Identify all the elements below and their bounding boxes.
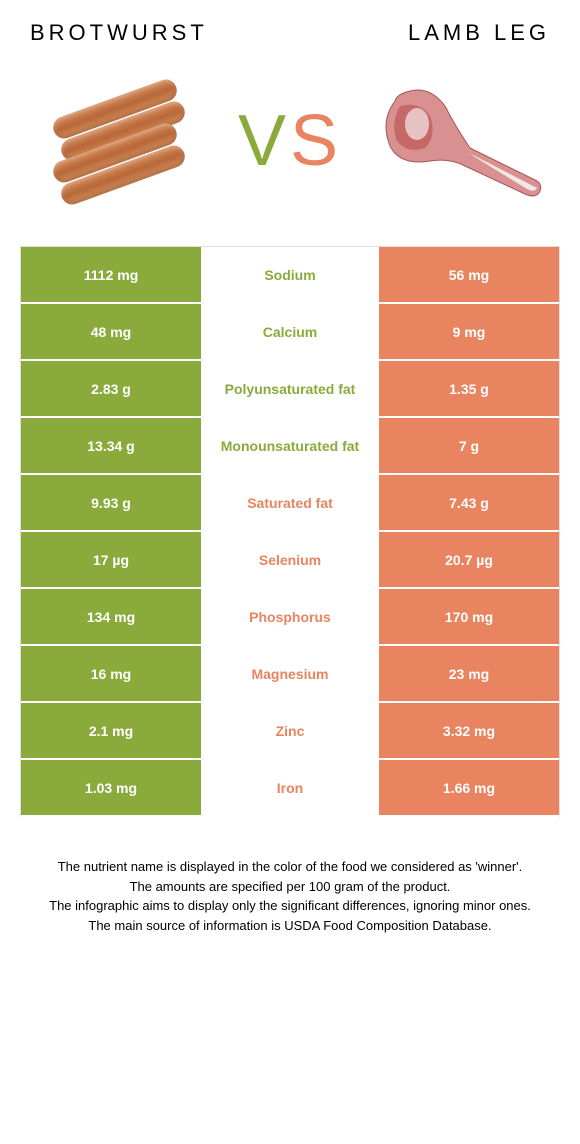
value-right: 20.7 µg — [379, 532, 559, 587]
footer-line-4: The main source of information is USDA F… — [30, 916, 550, 936]
footer-notes: The nutrient name is displayed in the co… — [30, 857, 550, 935]
table-row: 2.83 gPolyunsaturated fat1.35 g — [21, 361, 559, 418]
table-row: 2.1 mgZinc3.32 mg — [21, 703, 559, 760]
title-left: BROTWURST — [30, 20, 208, 46]
value-right: 7 g — [379, 418, 559, 473]
value-left: 134 mg — [21, 589, 201, 644]
nutrient-label: Magnesium — [201, 646, 379, 701]
table-row: 13.34 gMonounsaturated fat7 g — [21, 418, 559, 475]
nutrient-label: Phosphorus — [201, 589, 379, 644]
value-right: 170 mg — [379, 589, 559, 644]
vs-label: VS — [238, 100, 342, 182]
table-row: 48 mgCalcium9 mg — [21, 304, 559, 361]
footer-line-1: The nutrient name is displayed in the co… — [30, 857, 550, 877]
value-left: 48 mg — [21, 304, 201, 359]
value-left: 17 µg — [21, 532, 201, 587]
value-left: 1.03 mg — [21, 760, 201, 815]
nutrient-label: Selenium — [201, 532, 379, 587]
value-left: 9.93 g — [21, 475, 201, 530]
value-right: 1.35 g — [379, 361, 559, 416]
value-right: 23 mg — [379, 646, 559, 701]
value-right: 56 mg — [379, 247, 559, 302]
vs-s: S — [290, 101, 342, 181]
nutrient-table: 1112 mgSodium56 mg48 mgCalcium9 mg2.83 g… — [20, 246, 560, 817]
nutrient-label: Calcium — [201, 304, 379, 359]
nutrient-label: Polyunsaturated fat — [201, 361, 379, 416]
value-left: 16 mg — [21, 646, 201, 701]
nutrient-label: Saturated fat — [201, 475, 379, 530]
table-row: 1112 mgSodium56 mg — [21, 247, 559, 304]
nutrient-label: Zinc — [201, 703, 379, 758]
table-row: 9.93 gSaturated fat7.43 g — [21, 475, 559, 532]
table-row: 1.03 mgIron1.66 mg — [21, 760, 559, 817]
value-right: 9 mg — [379, 304, 559, 359]
value-left: 2.83 g — [21, 361, 201, 416]
value-left: 1112 mg — [21, 247, 201, 302]
value-right: 3.32 mg — [379, 703, 559, 758]
nutrient-label: Sodium — [201, 247, 379, 302]
value-left: 13.34 g — [21, 418, 201, 473]
brotwurst-image — [30, 71, 210, 211]
footer-line-2: The amounts are specified per 100 gram o… — [30, 877, 550, 897]
vs-v: V — [238, 101, 290, 181]
value-right: 7.43 g — [379, 475, 559, 530]
infographic-container: BROTWURST LAMB LEG VS 1112 mgSodium56 mg… — [0, 0, 580, 935]
table-row: 134 mgPhosphorus170 mg — [21, 589, 559, 646]
lamb-image — [370, 71, 550, 211]
value-left: 2.1 mg — [21, 703, 201, 758]
table-row: 17 µgSelenium20.7 µg — [21, 532, 559, 589]
footer-line-3: The infographic aims to display only the… — [30, 896, 550, 916]
images-row: VS — [0, 61, 580, 221]
value-right: 1.66 mg — [379, 760, 559, 815]
nutrient-label: Monounsaturated fat — [201, 418, 379, 473]
titles-row: BROTWURST LAMB LEG — [0, 20, 580, 46]
table-row: 16 mgMagnesium23 mg — [21, 646, 559, 703]
nutrient-label: Iron — [201, 760, 379, 815]
title-right: LAMB LEG — [408, 20, 550, 46]
